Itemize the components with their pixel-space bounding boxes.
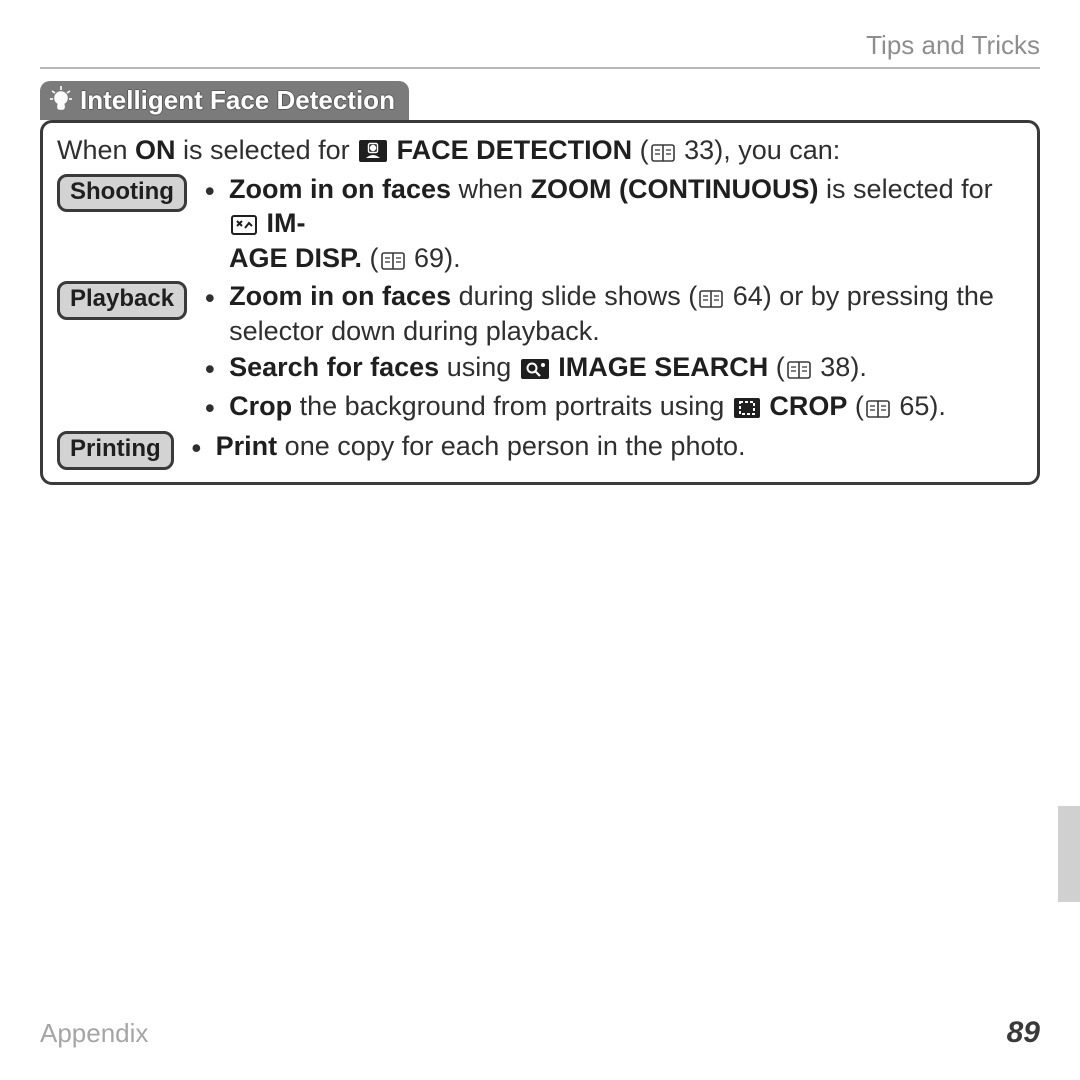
page-ref-num: 38: [813, 352, 851, 382]
text: (: [847, 391, 864, 421]
row-shooting-body: • Zoom in on faces when ZOOM (CONTINUOUS…: [205, 172, 1023, 278]
text: is selected for: [819, 174, 993, 204]
image-search-icon: [521, 359, 549, 379]
page-ref-icon: [787, 361, 811, 379]
text-feature: FACE DETECTION: [397, 135, 633, 165]
bullet-dot: •: [205, 279, 229, 316]
page-ref-icon: [651, 144, 675, 162]
bullet-dot: •: [205, 389, 229, 426]
text: the background from portraits using: [292, 391, 732, 421]
manual-page: Tips and Tricks Intelligent Face Detecti: [40, 30, 1040, 485]
row-playback: Playback • Zoom in on faces during slide…: [57, 279, 1023, 427]
text: is selected for: [176, 135, 358, 165]
bullet-dot: •: [205, 350, 229, 387]
text-im: IM-: [266, 208, 305, 238]
bullet-text: Zoom in on faces when ZOOM (CONTINUOUS) …: [229, 172, 1023, 276]
text: Crop: [229, 391, 292, 421]
content-box: When ON is selected for FACE DETECTION (…: [40, 120, 1040, 485]
text: (: [362, 243, 379, 273]
text-on: ON: [135, 135, 176, 165]
text: ).: [929, 391, 946, 421]
section-title-bar: Intelligent Face Detection: [40, 81, 1040, 120]
footer-section: Appendix: [40, 1018, 148, 1049]
text: Search for faces: [229, 352, 439, 382]
side-thumb-tab: [1058, 806, 1080, 902]
row-shooting: Shooting • Zoom in on faces when ZOOM (C…: [57, 172, 1023, 278]
lightbulb-icon: [50, 86, 72, 116]
text: Print: [216, 431, 278, 461]
text: When: [57, 135, 135, 165]
pill-shooting: Shooting: [57, 174, 187, 213]
intro-line: When ON is selected for FACE DETECTION (…: [57, 133, 1023, 168]
face-detection-icon: [359, 140, 387, 162]
text: Zoom in on faces: [229, 174, 451, 204]
text: ).: [850, 352, 867, 382]
row-playback-body: • Zoom in on faces during slide shows ( …: [205, 279, 1023, 427]
text: IMAGE SEARCH: [558, 352, 768, 382]
text-agedisp: AGE DISP.: [229, 243, 362, 273]
bullet-text: Search for faces using IMAGE SEARCH ( 38…: [229, 350, 1023, 385]
pill-printing: Printing: [57, 431, 174, 470]
text: during slide shows (: [451, 281, 697, 311]
header-breadcrumb: Tips and Tricks: [40, 30, 1040, 69]
text: ).: [444, 243, 461, 273]
text: CROP: [769, 391, 847, 421]
bullet-text: Crop the background from portraits using…: [229, 389, 1023, 424]
row-printing: Printing • Print one copy for each perso…: [57, 429, 1023, 470]
bullet-dot: •: [192, 429, 216, 466]
page-ref-icon: [381, 252, 405, 270]
section-title-text: Intelligent Face Detection: [80, 85, 395, 116]
bullet: • Crop the background from portraits usi…: [205, 389, 1023, 426]
page-footer: Appendix 89: [40, 1016, 1040, 1050]
text: (: [768, 352, 785, 382]
bullet-text: Zoom in on faces during slide shows ( 64…: [229, 279, 1023, 348]
bullet-dot: •: [205, 172, 229, 209]
page-ref-num: 69: [407, 243, 445, 273]
text: ZOOM (CONTINUOUS): [531, 174, 819, 204]
text: one copy for each person in the photo.: [277, 431, 745, 461]
bullet: • Zoom in on faces when ZOOM (CONTINUOUS…: [205, 172, 1023, 276]
image-disp-icon: [231, 215, 257, 235]
footer-page-number: 89: [1007, 1016, 1040, 1050]
section-title: Intelligent Face Detection: [40, 81, 409, 120]
bullet: • Search for faces using IMAGE SEARCH ( …: [205, 350, 1023, 387]
page-ref-num: 65: [892, 391, 930, 421]
text: ), you can:: [714, 135, 840, 165]
page-ref-icon: [699, 290, 723, 308]
row-printing-body: • Print one copy for each person in the …: [192, 429, 1023, 468]
page-ref-num: 64: [725, 281, 763, 311]
text: Zoom in on faces: [229, 281, 451, 311]
page-ref-icon: [866, 400, 890, 418]
bullet: • Zoom in on faces during slide shows ( …: [205, 279, 1023, 348]
crop-icon: [734, 398, 760, 418]
text: using: [439, 352, 519, 382]
pill-playback: Playback: [57, 281, 187, 320]
text: when: [451, 174, 531, 204]
bullet: • Print one copy for each person in the …: [192, 429, 1023, 466]
text: (: [632, 135, 649, 165]
bullet-text: Print one copy for each person in the ph…: [216, 429, 1023, 464]
page-ref-num: 33: [677, 135, 715, 165]
